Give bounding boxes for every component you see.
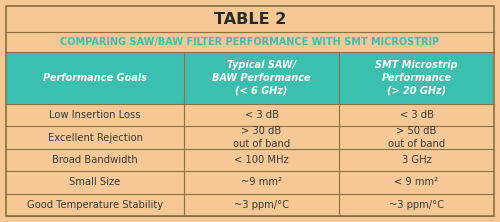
Bar [6, 171, 494, 194]
Text: < 3 dB: < 3 dB [400, 110, 434, 120]
Text: < 9 mm²: < 9 mm² [394, 177, 438, 187]
Text: ~3 ppm/°C: ~3 ppm/°C [234, 200, 289, 210]
Text: Good Temperature Stability: Good Temperature Stability [27, 200, 163, 210]
Text: Excellent Rejection: Excellent Rejection [48, 133, 142, 143]
Bar [6, 149, 494, 171]
Text: SMT Microstrip
Performance
(> 20 GHz): SMT Microstrip Performance (> 20 GHz) [375, 60, 458, 96]
Text: < 100 MHz: < 100 MHz [234, 155, 289, 165]
Text: 3 GHz: 3 GHz [402, 155, 432, 165]
Text: Performance Goals: Performance Goals [43, 73, 147, 83]
Text: Typical SAW/
BAW Performance
(< 6 GHz): Typical SAW/ BAW Performance (< 6 GHz) [212, 60, 311, 96]
Text: ~3 ppm/°C: ~3 ppm/°C [389, 200, 444, 210]
Text: Small Size: Small Size [70, 177, 120, 187]
Text: ~9 mm²: ~9 mm² [241, 177, 282, 187]
Text: TABLE 2: TABLE 2 [214, 12, 286, 26]
Text: > 50 dB
out of band: > 50 dB out of band [388, 126, 445, 149]
Text: < 3 dB: < 3 dB [244, 110, 278, 120]
Bar [6, 194, 494, 216]
Text: > 30 dB
out of band: > 30 dB out of band [233, 126, 290, 149]
Text: Low Insertion Loss: Low Insertion Loss [50, 110, 141, 120]
Bar [6, 126, 494, 149]
Text: COMPARING SAW/BAW FILTER PERFORMANCE WITH SMT MICROSTRIP: COMPARING SAW/BAW FILTER PERFORMANCE WIT… [60, 37, 440, 47]
Bar [6, 52, 494, 104]
Bar [6, 104, 494, 126]
Text: Broad Bandwidth: Broad Bandwidth [52, 155, 138, 165]
